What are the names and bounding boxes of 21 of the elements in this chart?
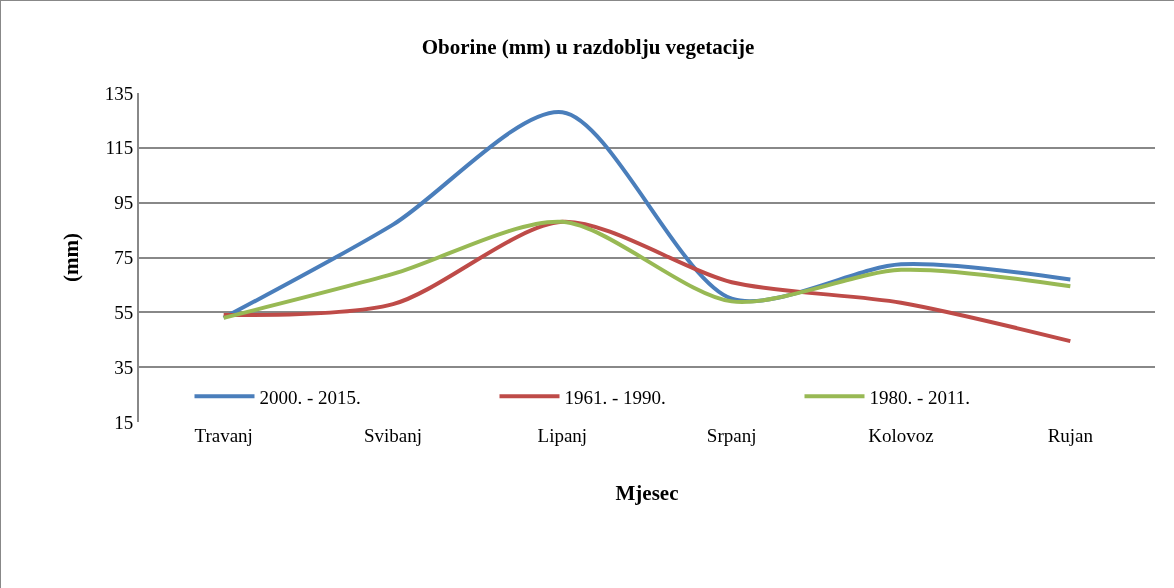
y-tick-label: 135 — [104, 82, 134, 104]
x-tick-label: Rujan — [1047, 425, 1094, 446]
legend-label: 1980. - 2011. — [869, 386, 971, 408]
x-tick-label: Srpanj — [706, 425, 757, 446]
y-tick-label: 35 — [114, 356, 134, 378]
x-tick-label: Travanj — [194, 425, 253, 446]
line-series — [221, 219, 1073, 320]
line-series — [221, 219, 1073, 344]
x-tick-label: Kolovoz — [868, 425, 934, 446]
x-tick-label: Lipanj — [537, 425, 588, 446]
legend-label: 1961. - 1990. — [564, 386, 666, 408]
y-tick-label: 55 — [114, 301, 134, 323]
legend-label: 2000. - 2015. — [259, 386, 361, 408]
x-tick-label: Svibanj — [363, 425, 423, 446]
y-tick-label: 75 — [114, 247, 134, 269]
x-axis-title: Mjesec — [615, 481, 679, 506]
y-axis-title: (mm) — [59, 233, 84, 282]
y-tick-label: 115 — [105, 137, 134, 159]
chart-title: Oborine (mm) u razdoblju vegetacije — [421, 34, 755, 59]
y-tick-label: 15 — [114, 411, 134, 433]
y-tick-label: 95 — [114, 192, 134, 214]
